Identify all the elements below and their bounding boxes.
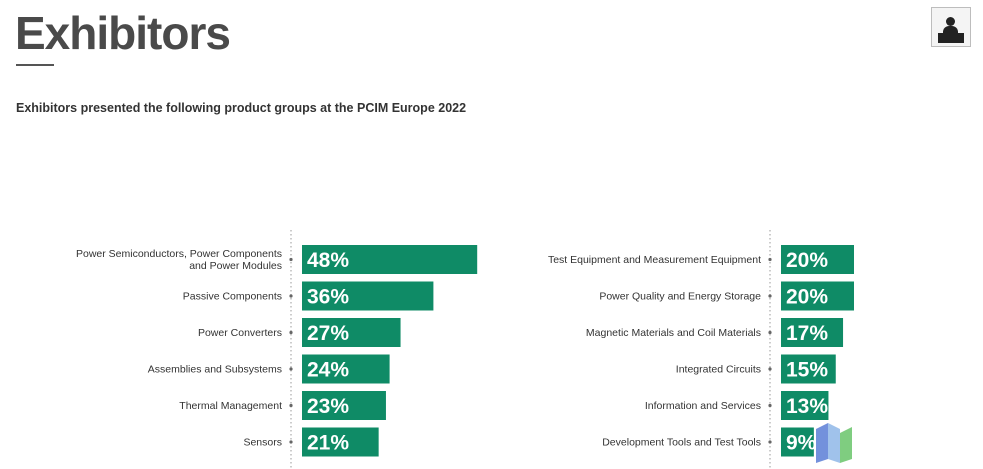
tick-dot-2-6	[768, 440, 772, 444]
value-label-2-2: 20%	[786, 286, 828, 309]
category-label-2-5: Information and Services	[645, 400, 761, 412]
category-label-2-6: Development Tools and Test Tools	[602, 437, 761, 449]
bar-1-1	[302, 245, 478, 274]
bar-2-3	[781, 318, 844, 347]
bar-1-4	[302, 354, 390, 384]
value-label-2-1: 20%	[786, 249, 828, 272]
category-label-2-1: Test Equipment and Measurement Equipment	[548, 254, 761, 266]
bar-1-6	[302, 427, 379, 457]
category-label-1-5: Thermal Management	[179, 400, 282, 412]
category-label-1-1-line1: Power Semiconductors, Power Components	[76, 248, 282, 260]
value-label-1-3: 27%	[307, 322, 349, 345]
value-label-1-5: 23%	[307, 395, 349, 418]
bar-1-2	[302, 281, 434, 311]
bar-2-5	[781, 391, 829, 420]
bar-2-4	[781, 354, 836, 384]
tick-dot-2-5	[768, 403, 772, 408]
tick-dot-2-4	[768, 367, 772, 371]
bar-2-2	[781, 281, 854, 311]
category-label-1-2: Passive Components	[183, 291, 282, 303]
watermark-logo-icon	[816, 423, 852, 463]
tick-dot-1-4	[289, 367, 293, 371]
category-label-1-4: Assemblies and Subsystems	[148, 364, 282, 376]
page-title: Exhibitors	[15, 7, 231, 59]
tick-dot-1-1	[289, 257, 293, 262]
category-label-1-1-line2: and Power Modules	[189, 260, 282, 272]
category-label-1-6: Sensors	[243, 437, 282, 449]
bar-1-3	[302, 318, 401, 347]
tick-dot-2-2	[768, 294, 772, 298]
tick-dot-1-2	[289, 294, 293, 298]
value-label-2-5: 13%	[786, 395, 828, 418]
category-label-2-2: Power Quality and Energy Storage	[599, 291, 761, 303]
tick-dot-2-3	[768, 330, 772, 335]
chart-subtitle: Exhibitors presented the following produ…	[16, 101, 467, 115]
value-label-1-2: 36%	[307, 286, 349, 309]
exhibitor-booth-icon	[931, 7, 971, 47]
bar-1-5	[302, 391, 386, 420]
value-label-1-6: 21%	[307, 432, 349, 455]
tick-dot-2-1	[768, 257, 772, 262]
title-underline	[16, 64, 54, 66]
category-label-2-3: Magnetic Materials and Coil Materials	[586, 327, 761, 339]
bar-2-1	[781, 245, 854, 274]
tick-dot-1-5	[289, 403, 293, 408]
value-label-1-1: 48%	[307, 249, 349, 272]
tick-dot-1-3	[289, 330, 293, 335]
value-label-2-6: 9%	[786, 432, 817, 455]
category-label-2-4: Integrated Circuits	[676, 364, 761, 376]
bar-2-6	[781, 427, 814, 457]
value-label-2-4: 15%	[786, 359, 828, 382]
value-label-2-3: 17%	[786, 322, 828, 345]
category-label-1-3: Power Converters	[198, 327, 282, 339]
value-label-1-4: 24%	[307, 359, 349, 382]
tick-dot-1-6	[289, 440, 293, 444]
